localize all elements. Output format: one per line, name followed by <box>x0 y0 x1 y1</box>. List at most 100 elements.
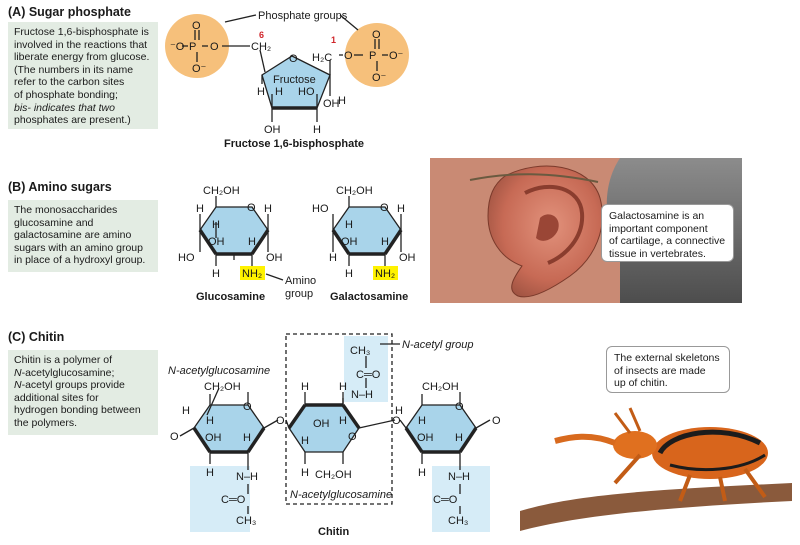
atom-oh: OH <box>323 98 340 110</box>
co-label: C═O <box>356 369 381 381</box>
atom-h: H <box>339 381 347 393</box>
atom-h: H <box>329 252 337 264</box>
atom-o: O <box>372 29 381 41</box>
atom-h: H <box>345 268 353 280</box>
atom-oh: OH <box>417 432 434 444</box>
note-line: in place of a hydroxyl group. <box>14 254 146 267</box>
ear-photo <box>430 158 742 303</box>
atom-o: O⁻ <box>372 72 387 84</box>
beetle-illustration <box>520 393 792 533</box>
phosphate-group-right <box>345 23 409 87</box>
atom-oh: OH <box>341 236 358 248</box>
atom-h: H <box>338 95 346 107</box>
acetyl-box-right <box>432 466 490 532</box>
nh2-highlight <box>240 266 265 280</box>
acetyl-box-middle <box>344 336 388 402</box>
ring-oxygen: O <box>455 401 464 413</box>
amino-group-label: group <box>285 288 313 300</box>
monomer-dashed-box <box>285 333 393 505</box>
note-line: of phosphate bonding; <box>14 88 118 101</box>
atom-h: H <box>182 405 190 417</box>
note-line: The monosaccharides <box>14 204 118 216</box>
callout-line: important component <box>609 222 708 235</box>
beetle-photo <box>520 393 792 533</box>
ring-oxygen: O <box>247 202 256 214</box>
glucosamine-caption: Glucosamine <box>196 291 266 303</box>
h2c-label: H₂C <box>312 52 332 64</box>
note-line: the polymers. <box>14 416 78 429</box>
atom-h: H <box>212 268 220 280</box>
section-b-note: The monosaccharides glucosamine and gala… <box>8 200 158 272</box>
beetle-callout: The external skeletons of insects are ma… <box>606 346 730 393</box>
ch2oh-label: CH₂OH <box>422 381 459 393</box>
ring-oxygen: O <box>243 401 252 413</box>
acetyl-group-label: N-acetyl group <box>402 339 474 351</box>
ch2oh-label: CH₂OH <box>203 185 240 197</box>
atom-o: O <box>170 431 179 443</box>
note-line: additional sites for <box>14 391 99 404</box>
atom-h: H <box>243 432 251 444</box>
atom-oh: OH <box>208 236 225 248</box>
callout-line: The external skeletons <box>614 352 720 364</box>
nh-label: N–H <box>448 471 470 483</box>
acetyl-box-left <box>190 466 250 532</box>
atom-ho: HO <box>178 252 195 264</box>
atom-o: O <box>276 415 285 427</box>
atom-h: H <box>339 415 347 427</box>
ch3-label: CH₃ <box>448 515 468 527</box>
ch2oh-label: CH₂OH <box>336 185 373 197</box>
ring-oxygen: O <box>289 53 298 65</box>
ch2oh-label: CH₂OH <box>204 381 241 393</box>
atom-oh: OH <box>313 418 330 430</box>
phosphate-groups-label: Phosphate groups <box>258 10 348 22</box>
atom-o: O⁻ <box>192 63 207 75</box>
atom-o: O <box>192 20 201 32</box>
section-c-note: Chitin is a polymer of N-acetylglucosami… <box>8 350 158 435</box>
atom-h: H <box>212 219 220 231</box>
atom-h: H <box>248 236 256 248</box>
carbon-number-1: 1 <box>331 35 336 45</box>
atom-o: O <box>492 415 501 427</box>
atom-h: H <box>381 236 389 248</box>
co-label: C═O <box>221 494 246 506</box>
atom-h: H <box>301 467 309 479</box>
note-line: N-acetyl groups provide <box>14 379 125 392</box>
atom-p: P <box>189 41 196 53</box>
nh-label: N–H <box>351 389 373 401</box>
note-line: bis- indicates that two <box>14 101 115 114</box>
ear-illustration <box>430 158 742 303</box>
note-line: N-acetylglucosamine; <box>14 366 115 379</box>
atom-o: O <box>392 415 401 427</box>
section-a-note: Fructose 1,6-bisphosphate is involved in… <box>8 22 158 129</box>
note-line: Fructose 1,6-bisphosphate is <box>14 26 149 38</box>
nh2-label: NH₂ <box>375 268 395 280</box>
note-line: liberate energy from glucose. <box>14 51 150 64</box>
atom-ho: HO <box>298 86 315 98</box>
fructose-ring-label: Fructose <box>273 74 316 86</box>
callout-line: of insects are made <box>614 364 706 377</box>
atom-h: H <box>395 405 403 417</box>
section-a-title: (A) Sugar phosphate <box>8 5 131 19</box>
atom-o: O <box>344 50 353 62</box>
chitin-caption: Chitin <box>318 526 350 538</box>
atom-o: ⁻O <box>170 41 185 53</box>
atom-o: O⁻ <box>389 50 404 62</box>
atom-h: H <box>206 467 214 479</box>
atom-o: O <box>210 41 219 53</box>
atom-p: P <box>369 50 376 62</box>
atom-oh: OH <box>205 432 222 444</box>
phosphate-group-left <box>165 14 229 78</box>
atom-h: H <box>313 124 321 136</box>
ch3-label: CH₃ <box>236 515 256 527</box>
section-b-title: (B) Amino sugars <box>8 180 112 194</box>
ch3-label: CH₃ <box>350 345 370 357</box>
atom-h: H <box>397 203 405 215</box>
note-line: glucosamine and <box>14 216 94 229</box>
nag-label-bottom: N-acetylglucosamine <box>290 489 392 501</box>
atom-h: H <box>418 467 426 479</box>
carbon-number-6: 6 <box>259 30 264 40</box>
callout-line: Galactosamine is an <box>609 210 705 222</box>
callout-line: tissue in vertebrates. <box>609 247 706 260</box>
note-line: involved in the reactions that <box>14 38 148 51</box>
